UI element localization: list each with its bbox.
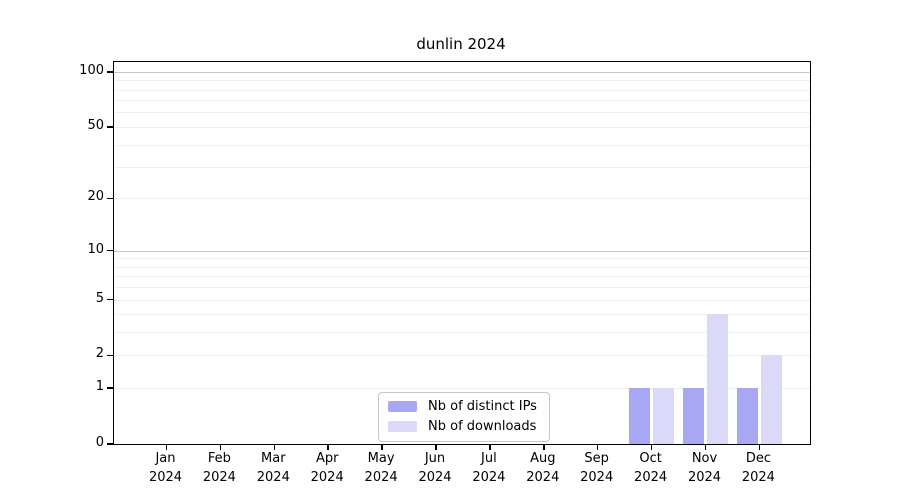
legend-row-distinct-ips: Nb of distinct IPs [388, 398, 537, 415]
gridline-100 [114, 71, 810, 73]
gridline-4 [114, 314, 810, 316]
y-tick-2 [106, 354, 113, 357]
bar-downloads-nov-2024 [707, 314, 728, 444]
gridline-7 [114, 276, 810, 278]
y-tick-label-10: 10 [87, 241, 104, 257]
x-tick-6 [435, 444, 437, 450]
x-tick-label-may-2024: May 2024 [364, 451, 398, 485]
plot-area [106, 61, 811, 450]
x-tick-label-oct-2024: Oct 2024 [634, 451, 668, 485]
legend-row-downloads: Nb of downloads [388, 418, 537, 435]
gridline-50 [114, 126, 810, 128]
y-tick-100 [106, 71, 113, 73]
x-tick-12 [758, 444, 761, 450]
gridline-30 [114, 167, 810, 168]
x-tick-11 [704, 444, 707, 450]
x-tick-4 [327, 444, 329, 450]
gridline-40 [114, 144, 810, 146]
x-tick-label-mar-2024: Mar 2024 [256, 451, 290, 485]
x-tick-8 [543, 444, 545, 450]
x-tick-10 [650, 444, 653, 450]
bar-distinct-ips-oct-2024 [629, 388, 651, 444]
gridline-2 [114, 355, 810, 357]
gridline-3 [114, 332, 810, 334]
legend-swatch-distinct-ips [388, 401, 417, 412]
gridline-80 [114, 89, 810, 91]
x-tick-label-nov-2024: Nov 2024 [687, 451, 722, 485]
legend-label-distinct-ips: Nb of distinct IPs [428, 399, 537, 414]
x-tick-label-feb-2024: Feb 2024 [202, 451, 236, 485]
x-tick-label-aug-2024: Aug 2024 [526, 451, 560, 485]
gridline-8 [114, 266, 810, 268]
y-tick-50 [106, 126, 113, 128]
y-tick-10 [106, 249, 113, 252]
gridline-1 [114, 388, 810, 390]
bar-distinct-ips-nov-2024 [683, 388, 704, 444]
x-tick-5 [381, 444, 383, 450]
y-tick-label-2: 2 [95, 346, 104, 362]
x-tick-7 [489, 444, 491, 450]
x-tick-label-apr-2024: Apr 2024 [310, 451, 344, 485]
gridline-70 [114, 100, 810, 102]
y-tick-20 [106, 197, 113, 200]
chart-title: dunlin 2024 [416, 35, 506, 53]
gridline-20 [114, 198, 810, 200]
gridline-9 [114, 258, 810, 260]
x-tick-1 [165, 444, 168, 450]
legend-label-downloads: Nb of downloads [428, 419, 537, 434]
bar-downloads-oct-2024 [653, 388, 675, 444]
x-tick-label-sep-2024: Sep 2024 [580, 451, 614, 485]
y-tick-0 [106, 443, 113, 445]
y-tick-label-50: 50 [87, 117, 104, 133]
y-tick-1 [106, 387, 113, 389]
x-tick-label-jan-2024: Jan 2024 [148, 451, 183, 485]
bar-downloads-dec-2024 [760, 355, 782, 444]
x-tick-2 [219, 444, 222, 450]
y-tick-label-0: 0 [95, 435, 104, 450]
x-tick-label-jun-2024: Jun 2024 [418, 451, 452, 485]
gridline-90 [114, 80, 810, 82]
x-tick-label-dec-2024: Dec 2024 [741, 451, 775, 485]
gridline-5 [114, 299, 810, 301]
legend: Nb of distinct IPs Nb of downloads [378, 392, 550, 442]
y-tick-label-100: 100 [79, 62, 104, 78]
y-tick-5 [106, 298, 113, 301]
y-tick-label-5: 5 [95, 290, 104, 306]
x-tick-9 [596, 444, 599, 450]
bar-distinct-ips-dec-2024 [736, 388, 758, 444]
x-tick-label-jul-2024: Jul 2024 [472, 451, 506, 485]
gridline-6 [114, 287, 810, 289]
gridline-10 [114, 250, 810, 252]
y-tick-label-1: 1 [95, 379, 104, 395]
x-tick-3 [273, 444, 276, 450]
y-tick-label-20: 20 [87, 189, 104, 205]
gridline-60 [114, 112, 810, 114]
legend-swatch-downloads [388, 421, 417, 432]
